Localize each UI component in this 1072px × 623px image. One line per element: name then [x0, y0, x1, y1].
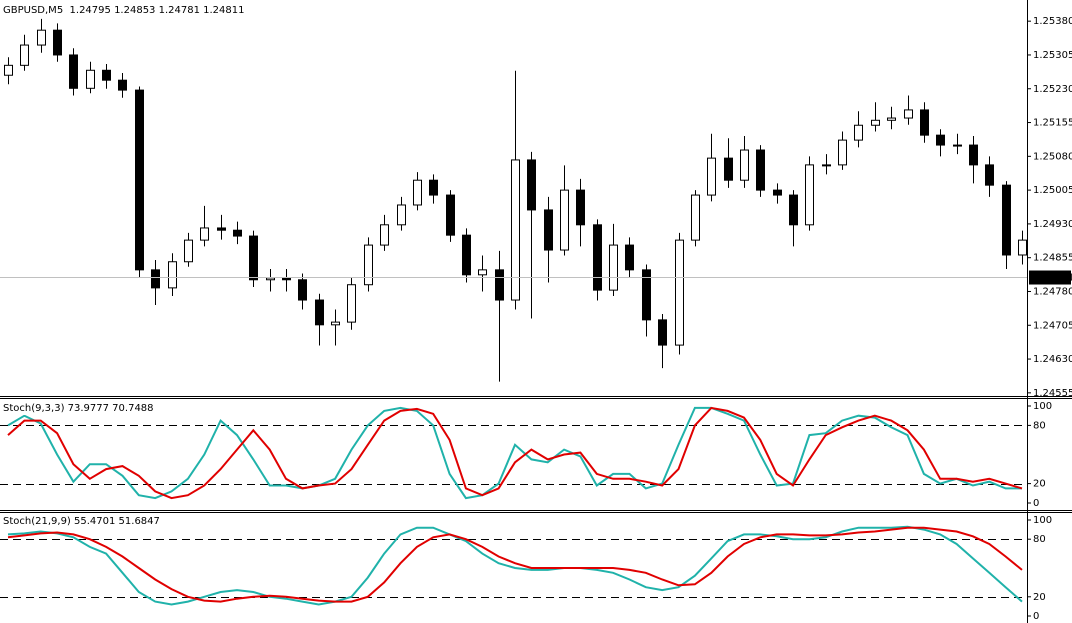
- candle-body: [102, 69, 111, 81]
- candle-body: [151, 269, 160, 289]
- candle-body: [936, 134, 945, 146]
- candle-body: [184, 239, 193, 263]
- y-tick-label: 1.25380: [1033, 16, 1072, 27]
- stoch-line: [7, 525, 1023, 606]
- y-tick-label: 1.24630: [1033, 354, 1072, 365]
- y-tick-label: 0: [1033, 498, 1039, 509]
- candle-body: [511, 159, 520, 301]
- candle-body: [658, 319, 667, 346]
- y-tick-label: 20: [1033, 592, 1046, 603]
- candle-body: [691, 194, 700, 241]
- candle-body: [53, 29, 62, 56]
- candle-body: [397, 204, 406, 226]
- candle-body: [887, 117, 896, 121]
- title-background: [1, 3, 249, 17]
- candle-body: [871, 119, 880, 126]
- candle-body: [544, 209, 553, 251]
- candle-body: [560, 189, 569, 251]
- candle-body: [740, 149, 749, 181]
- candle-body: [364, 244, 373, 286]
- candle-body: [789, 194, 798, 226]
- y-tick-label: 1.24780: [1033, 286, 1072, 297]
- panel-title: GBPUSD,M5 1.24795 1.24853 1.24781 1.2481…: [3, 5, 244, 16]
- candle-body: [429, 179, 438, 196]
- candle-body: [707, 157, 716, 196]
- candle-body: [69, 54, 78, 89]
- y-tick-label: 0: [1033, 611, 1039, 622]
- candle-body: [724, 157, 733, 181]
- candle-body: [969, 144, 978, 166]
- title-background: [1, 514, 164, 528]
- candle-body: [609, 244, 618, 291]
- last-price-box: [1029, 270, 1071, 285]
- y-tick-label: 80: [1033, 534, 1046, 545]
- y-tick-label: 1.24555: [1033, 388, 1072, 399]
- stoch-line: [7, 406, 1022, 500]
- y-tick-label: 1.25155: [1033, 118, 1072, 129]
- candle-body: [904, 109, 913, 119]
- candle-body: [462, 234, 471, 276]
- candle-body: [756, 149, 765, 191]
- candle-body: [805, 164, 814, 226]
- last-price-label: 1.24811: [1033, 273, 1072, 284]
- title-background: [1, 401, 158, 415]
- candle-body: [920, 109, 929, 136]
- candle-body: [168, 261, 177, 289]
- candle-body: [233, 229, 242, 237]
- stoch-line: [7, 526, 1023, 603]
- candle-body: [298, 279, 307, 301]
- candle-body: [593, 224, 602, 291]
- panel-title: Stoch(21,9,9) 55.4701 51.6847: [3, 516, 160, 527]
- candle-body: [331, 321, 340, 326]
- candle-body: [249, 235, 258, 281]
- y-tick-label: 1.24705: [1033, 320, 1072, 331]
- candle-body: [413, 179, 422, 206]
- candle-body: [4, 64, 13, 76]
- candle-body: [380, 224, 389, 246]
- candle-body: [576, 189, 585, 226]
- candle-body: [347, 284, 356, 323]
- y-tick-label: 1.25305: [1033, 50, 1072, 61]
- candle-body: [527, 159, 536, 211]
- candle-body: [282, 277, 291, 281]
- candle-body: [135, 89, 144, 271]
- candle-body: [1018, 239, 1027, 256]
- y-tick-label: 1.25080: [1033, 151, 1072, 162]
- y-tick-label: 20: [1033, 479, 1046, 490]
- candle-body: [822, 164, 831, 167]
- candle-body: [37, 29, 46, 46]
- candle-body: [200, 227, 209, 241]
- y-tick-label: 1.25005: [1033, 185, 1072, 196]
- candle-body: [446, 194, 455, 236]
- candle-body: [773, 189, 782, 196]
- candle-body: [985, 164, 994, 186]
- panel-title: Stoch(9,3,3) 73.9777 70.7488: [3, 403, 154, 414]
- candle-body: [495, 269, 504, 301]
- y-tick-label: 100: [1033, 515, 1052, 526]
- candle-body: [953, 144, 962, 147]
- candle-body: [675, 239, 684, 346]
- candle-body: [118, 79, 127, 91]
- y-tick-label: 100: [1033, 401, 1052, 412]
- candle-body: [1002, 184, 1011, 256]
- candle-body: [854, 124, 863, 141]
- candle-body: [217, 227, 226, 231]
- stoch-line: [7, 406, 1023, 500]
- candle-body: [642, 269, 651, 321]
- candle-body: [315, 299, 324, 326]
- y-tick-label: 1.25230: [1033, 84, 1072, 95]
- y-tick-label: 1.24930: [1033, 219, 1072, 230]
- candle-body: [20, 44, 29, 66]
- candle-body: [86, 69, 95, 89]
- y-tick-label: 1.24855: [1033, 253, 1072, 264]
- y-tick-label: 80: [1033, 420, 1046, 431]
- candle-body: [478, 269, 487, 276]
- candle-body: [266, 277, 275, 281]
- candle-body: [625, 244, 634, 271]
- candle-body: [838, 139, 847, 166]
